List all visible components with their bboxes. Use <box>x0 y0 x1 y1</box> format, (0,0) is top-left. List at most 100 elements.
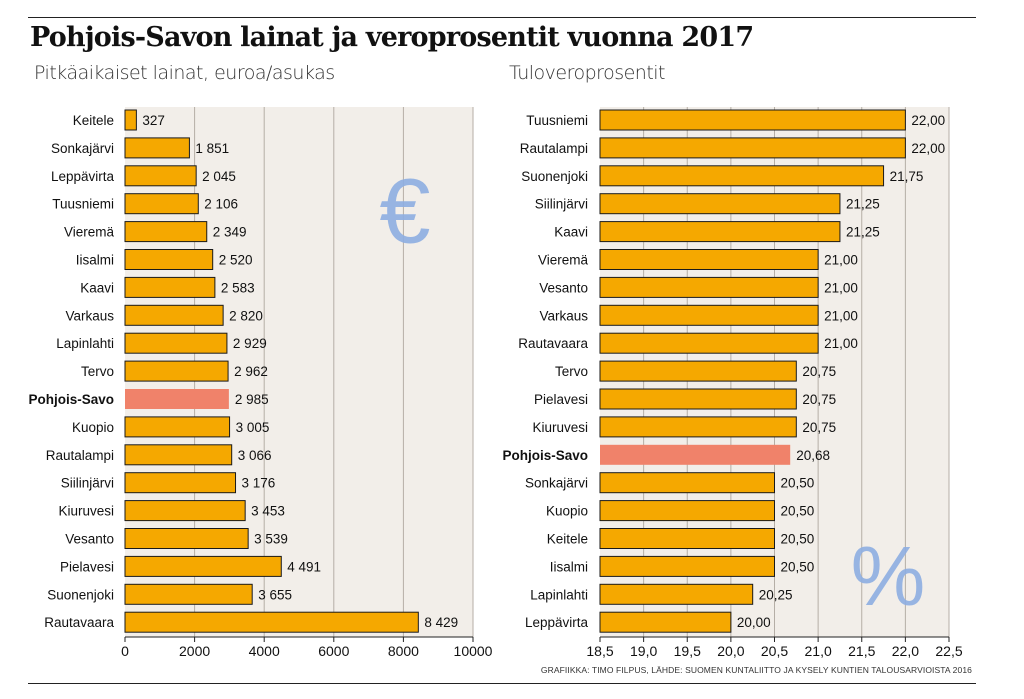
loans-category-label-tervo: Tervo <box>81 364 114 379</box>
loans-bar-kuopio <box>124 416 231 438</box>
tax-value-label-kiuruvesi: 20,75 <box>802 420 836 435</box>
loans-value-label-suonenjoki: 3 655 <box>258 587 292 602</box>
tax-bar-tuusniemi <box>599 109 906 131</box>
loans-tick-label: 2000 <box>179 643 210 659</box>
loans-value-label-varkaus: 2 820 <box>229 308 263 323</box>
tax-tick-label: 22,5 <box>935 643 962 659</box>
bottom-rule <box>28 683 976 684</box>
tax-category-label-kiuruvesi: Kiuruvesi <box>532 420 588 435</box>
tax-value-label-vierema: 21,00 <box>824 253 858 268</box>
tax-value-label-kuopio: 20,50 <box>781 504 815 519</box>
loans-category-label-varkaus: Varkaus <box>65 308 114 323</box>
tax-category-label-varkaus: Varkaus <box>539 308 588 323</box>
tax-rate-chart: % 18,5 19,0 19,5 20,0 20,5 21,0 21,5 22,0 22,5 Tuu… <box>502 107 963 659</box>
loans-value-label-pielavesi: 4 491 <box>287 559 321 574</box>
tax-value-label-leppavirta: 20,00 <box>737 615 771 630</box>
tax-bar-kiuruvesi <box>599 416 797 438</box>
tax-tick-label: 22,0 <box>892 643 919 659</box>
loans-bar-siilinjarvi <box>124 472 237 494</box>
loans-value-label-rautalampi: 3 066 <box>238 448 272 463</box>
loans-category-label-iisalmi: Iisalmi <box>76 253 114 268</box>
loans-bar-kaavi <box>124 276 216 298</box>
tax-value-label-kaavi: 21,25 <box>846 225 880 240</box>
tax-category-label-rautalampi: Rautalampi <box>520 141 588 156</box>
loans-category-label-rautalampi: Rautalampi <box>46 448 114 463</box>
tax-value-label-rautalampi: 22,00 <box>911 141 945 156</box>
loans-value-label-kuopio: 3 005 <box>236 420 270 435</box>
loans-bar-vesanto <box>124 528 249 549</box>
chart-title: Pohjois-Savon lainat ja veroprosentit vu… <box>30 22 754 53</box>
tax-category-label-sonkajarvi: Sonkajärvi <box>525 476 588 491</box>
loans-tick-label: 10000 <box>454 643 493 659</box>
loans-value-label-tuusniemi: 2 106 <box>204 197 238 212</box>
tax-tick-label: 19,5 <box>674 643 701 659</box>
tax-category-label-iisalmi: Iisalmi <box>550 559 588 574</box>
loans-bar-tervo <box>124 360 229 382</box>
tax-category-label-pohjois-savo: Pohjois-Savo <box>502 448 588 463</box>
loans-value-label-keitele: 327 <box>142 113 165 128</box>
loans-bar-keitele <box>124 109 137 131</box>
tax-category-label-siilinjarvi: Siilinjärvi <box>535 197 588 212</box>
tax-tick-label: 20,0 <box>717 643 744 659</box>
tax-bar-suonenjoki <box>599 165 885 187</box>
loans-bar-vierema <box>124 221 208 243</box>
loans-value-label-lapinlahti: 2 929 <box>233 336 267 351</box>
tax-value-label-tuusniemi: 22,00 <box>911 113 945 128</box>
tax-category-label-rautavaara: Rautavaara <box>518 336 588 351</box>
tax-bar-pohjois-savo <box>600 444 791 465</box>
loans-chart: €0 2000 4000 6000 8000 10000 Keitele 327 Sonkajä… <box>28 107 493 659</box>
tax-category-label-lapinlahti: Lapinlahti <box>530 587 588 602</box>
loans-value-label-iisalmi: 2 520 <box>219 253 253 268</box>
loans-value-label-vierema: 2 349 <box>213 225 247 240</box>
loans-value-label-vesanto: 3 539 <box>254 532 288 547</box>
loans-tick-label: 6000 <box>318 643 349 659</box>
loans-value-label-rautavaara: 8 429 <box>424 615 458 630</box>
loans-category-label-suonenjoki: Suonenjoki <box>47 587 114 602</box>
tax-bar-pielavesi <box>599 388 797 410</box>
loans-category-label-tuusniemi: Tuusniemi <box>52 197 114 212</box>
loans-value-label-pohjois-savo: 2 985 <box>235 392 269 407</box>
loans-value-label-leppavirta: 2 045 <box>202 169 236 184</box>
loans-chart-subtitle: Pitkäaikaiset lainat, euroa/asukas <box>34 62 335 84</box>
tax-value-label-rautavaara: 21,00 <box>824 336 858 351</box>
tax-value-label-sonkajarvi: 20,50 <box>781 476 815 491</box>
tax-bar-siilinjarvi <box>599 193 841 215</box>
loans-bar-rautavaara <box>124 611 419 633</box>
tax-bar-rautavaara <box>599 332 819 354</box>
loans-value-label-tervo: 2 962 <box>234 364 268 379</box>
tax-value-label-varkaus: 21,00 <box>824 308 858 323</box>
loans-category-label-kaavi: Kaavi <box>80 280 114 295</box>
tax-bar-kaavi <box>599 221 841 243</box>
loans-tick-label: 0 <box>121 643 129 659</box>
tax-value-label-suonenjoki: 21,75 <box>890 169 924 184</box>
tax-tick-label: 21,5 <box>848 643 875 659</box>
tax-value-label-vesanto: 21,00 <box>824 280 858 295</box>
tax-tick-label: 20,5 <box>761 643 788 659</box>
tax-category-label-suonenjoki: Suonenjoki <box>521 169 588 184</box>
tax-value-label-keitele: 20,50 <box>781 532 815 547</box>
loans-value-label-sonkajarvi: 1 851 <box>195 141 229 156</box>
loans-tick-label: 8000 <box>388 643 419 659</box>
tax-category-label-leppavirta: Leppävirta <box>525 615 589 630</box>
tax-category-label-tuusniemi: Tuusniemi <box>526 113 588 128</box>
tax-value-label-pielavesi: 20,75 <box>802 392 836 407</box>
loans-bar-pohjois-savo <box>125 389 229 409</box>
loans-category-label-kiuruvesi: Kiuruvesi <box>58 504 114 519</box>
tax-bar-sonkajarvi <box>599 472 775 494</box>
loans-category-label-keitele: Keitele <box>73 113 114 128</box>
tax-tick-label: 19,0 <box>630 643 657 659</box>
tax-category-label-keitele: Keitele <box>547 532 588 547</box>
tax-value-label-tervo: 20,75 <box>802 364 836 379</box>
tax-tick-label: 18,5 <box>586 643 613 659</box>
loans-category-label-vesanto: Vesanto <box>65 532 114 547</box>
loans-category-label-siilinjarvi: Siilinjärvi <box>61 476 114 491</box>
loans-category-label-leppavirta: Leppävirta <box>51 169 115 184</box>
loans-bar-rautalampi <box>124 444 233 466</box>
loans-category-label-rautavaara: Rautavaara <box>44 615 114 630</box>
loans-bar-kiuruvesi <box>124 500 246 522</box>
loans-category-label-kuopio: Kuopio <box>72 420 114 435</box>
loans-category-label-lapinlahti: Lapinlahti <box>56 336 114 351</box>
loans-value-label-kiuruvesi: 3 453 <box>251 504 285 519</box>
loans-category-label-vierema: Vieremä <box>64 225 115 240</box>
tax-bar-kuopio <box>599 500 775 522</box>
